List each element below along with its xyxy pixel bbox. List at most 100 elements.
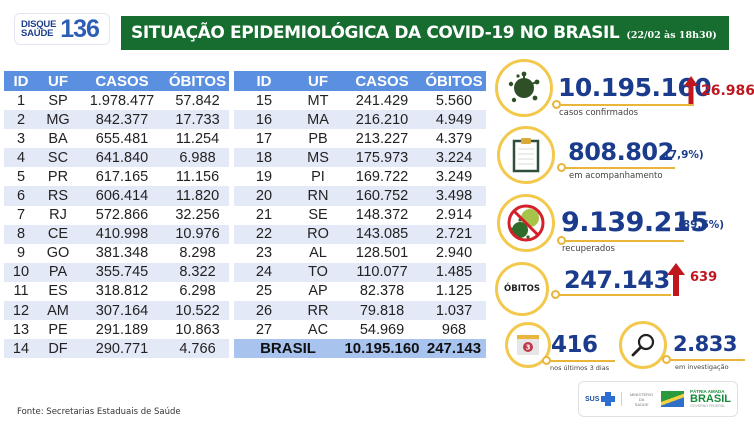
divider-dot [552,100,561,109]
cell-uf: CE [38,224,78,244]
cell-casos: 241.429 [342,91,422,111]
no-virus-icon-ring [497,194,555,252]
table-row: 4 SC 641.840 6.988 [4,148,229,168]
cell-obitos: 3.249 [422,167,486,187]
cell-casos: 160.752 [342,186,422,206]
cell-id: 23 [234,243,294,263]
confirmed-value: 10.195.160 [558,73,712,102]
cell-id: 9 [4,243,38,263]
cell-casos: 572.866 [78,205,166,225]
table-row: 10 PA 355.745 8.322 [4,262,229,282]
divider-line [545,360,615,362]
table-row: 15 MT 241.429 5.560 [234,91,486,111]
calendar-number: 3 [526,344,531,352]
table-row: 21 SE 148.372 2.914 [234,205,486,225]
table-row: 9 GO 381.348 8.298 [4,243,229,263]
cell-uf: AL [294,243,342,263]
table-row: 20 RN 160.752 3.498 [234,186,486,206]
cell-casos: 216.210 [342,110,422,130]
table-row: 11 ES 318.812 6.298 [4,281,229,302]
cell-uf: PR [38,167,78,187]
recovered-caption: recuperados [562,244,615,254]
cell-obitos: 2.940 [422,243,486,263]
cell-uf: DF [38,339,78,359]
cell-obitos: 6.988 [166,148,229,168]
divider-dot [557,163,566,172]
page-title: SITUAÇÃO EPIDEMIOLÓGICA DA COVID-19 NO B… [131,23,620,43]
cell-uf: RO [294,224,342,244]
recovered-value: 9.139.215 [561,207,709,238]
cell-casos: 410.998 [78,224,166,244]
table-row: 23 AL 128.501 2.940 [234,243,486,263]
cell-uf: AC [294,320,342,340]
logo-number: 136 [60,14,100,43]
divider-line [562,240,684,242]
clipboard-icon-ring [497,126,555,184]
table-total-row: BRASIL 10.195.160 247.143 [234,339,486,359]
confirmed-caption: casos confirmados [559,108,639,118]
cell-casos: 290.771 [78,339,166,359]
table-row: 5 PR 617.165 11.156 [4,167,229,187]
last3days-value: 416 [551,332,598,358]
table-row: 6 RS 606.414 11.820 [4,186,229,206]
cell-casos: 148.372 [342,205,422,225]
col-header-casos: CASOS [342,71,422,91]
table-row: 27 AC 54.969 968 [234,320,486,340]
table-row: 12 AM 307.164 10.522 [4,301,229,321]
cell-id: 16 [234,110,294,130]
cell-id: 10 [4,262,38,282]
table-header-row: ID UF CASOS ÓBITOS [234,71,486,91]
cell-obitos: 5.560 [422,91,486,111]
cell-obitos: 10.976 [166,224,229,244]
table-row: 17 PB 213.227 4.379 [234,129,486,149]
clipboard-icon [512,138,540,173]
cell-id: 27 [234,320,294,340]
cell-obitos: 11.820 [166,186,229,206]
cell-uf: MA [294,110,342,130]
table-row: 3 BA 655.481 11.254 [4,129,229,149]
title-bar: SITUAÇÃO EPIDEMIOLÓGICA DA COVID-19 NO B… [121,16,729,50]
no-virus-icon [507,204,545,242]
cell-id: 18 [234,148,294,168]
cell-id: 14 [4,339,38,359]
cell-uf: AP [294,281,342,302]
total-obitos: 247.143 [422,339,486,359]
cell-id: 1 [4,91,38,111]
monitoring-pct: (7,9%) [665,149,704,161]
cell-obitos: 11.254 [166,129,229,149]
calendar-icon: 3 [517,335,539,355]
cell-casos: 641.840 [78,148,166,168]
cell-obitos: 8.298 [166,243,229,263]
cell-obitos: 8.322 [166,262,229,282]
recovered-pct: (89,6%) [678,219,725,231]
cell-uf: SP [38,91,78,111]
cell-casos: 143.085 [342,224,422,244]
table-row: 16 MA 216.210 4.949 [234,110,486,130]
cell-id: 3 [4,129,38,149]
cell-casos: 213.227 [342,129,422,149]
table-row: 26 RR 79.818 1.037 [234,301,486,321]
divider-line [556,294,671,296]
monitoring-value: 808.802 [568,138,674,166]
virus-icon-ring [495,59,553,117]
col-header-uf: UF [294,71,342,91]
cell-casos: 1.978.477 [78,91,166,111]
cell-uf: MS [294,148,342,168]
cell-uf: MG [38,110,78,130]
cell-id: 5 [4,167,38,187]
cell-casos: 606.414 [78,186,166,206]
cell-id: 7 [4,205,38,225]
cell-uf: GO [38,243,78,263]
cell-uf: RJ [38,205,78,225]
investigation-caption: em investigação [675,363,729,371]
investigation-value: 2.833 [673,332,737,356]
cell-casos: 355.745 [78,262,166,282]
cell-id: 21 [234,205,294,225]
table-row: 25 AP 82.378 1.125 [234,281,486,302]
cell-obitos: 17.733 [166,110,229,130]
divider-dot [557,236,566,245]
government-logos: SUS MINISTÉRIO DA SAÚDE PÁTRIA AMADA BRA… [578,381,738,417]
cell-obitos: 6.298 [166,281,229,302]
states-table-right: ID UF CASOS ÓBITOS 15 MT 241.429 5.560 16 MA 2… [234,71,486,359]
cell-id: 22 [234,224,294,244]
